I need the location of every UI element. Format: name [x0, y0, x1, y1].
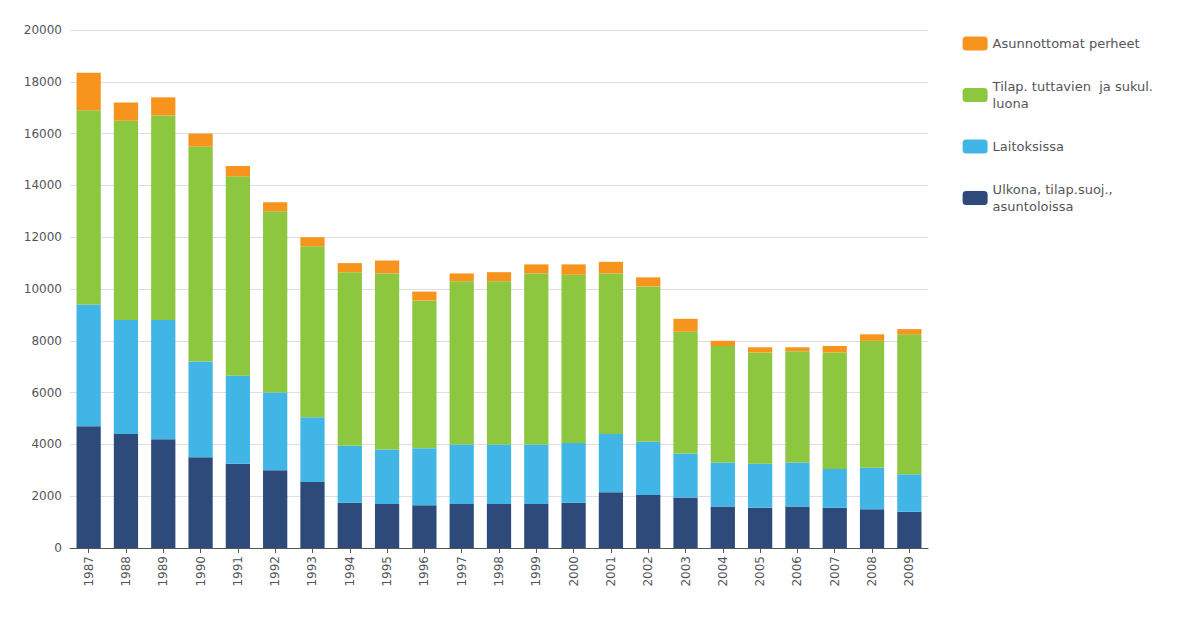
svg-text:2000: 2000 — [31, 489, 62, 503]
svg-text:14000: 14000 — [24, 178, 62, 192]
svg-text:18000: 18000 — [24, 75, 62, 89]
svg-text:16000: 16000 — [24, 127, 62, 141]
svg-text:Laitoksissa: Laitoksissa — [993, 139, 1064, 154]
svg-text:1992: 1992 — [268, 556, 282, 587]
svg-text:2007: 2007 — [828, 556, 842, 587]
svg-text:20000: 20000 — [24, 23, 62, 37]
svg-text:1995: 1995 — [380, 556, 394, 587]
svg-text:2001: 2001 — [604, 556, 618, 587]
svg-text:2006: 2006 — [790, 556, 804, 587]
svg-text:Tilap. tuttavien ja sukul.: Tilap. tuttavien ja sukul. — [992, 79, 1153, 94]
svg-text:1991: 1991 — [231, 556, 245, 587]
svg-text:8000: 8000 — [31, 334, 62, 348]
svg-text:1988: 1988 — [119, 556, 133, 587]
svg-text:luona: luona — [993, 96, 1029, 111]
svg-text:Asunnottomat perheet: Asunnottomat perheet — [993, 36, 1140, 51]
svg-text:1999: 1999 — [529, 556, 543, 587]
svg-text:12000: 12000 — [24, 230, 62, 244]
svg-text:2002: 2002 — [641, 556, 655, 587]
svg-text:2008: 2008 — [865, 556, 879, 587]
svg-text:1990: 1990 — [194, 556, 208, 587]
svg-text:2005: 2005 — [753, 556, 767, 587]
svg-text:2004: 2004 — [716, 556, 730, 587]
svg-text:6000: 6000 — [31, 386, 62, 400]
svg-text:4000: 4000 — [31, 437, 62, 451]
svg-text:asuntoloissa: asuntoloissa — [993, 199, 1074, 214]
svg-text:1993: 1993 — [305, 556, 319, 587]
svg-text:10000: 10000 — [24, 282, 62, 296]
svg-text:1989: 1989 — [156, 556, 170, 587]
svg-text:2003: 2003 — [679, 556, 693, 587]
svg-text:1994: 1994 — [343, 556, 357, 587]
svg-text:0: 0 — [54, 541, 62, 555]
svg-text:1996: 1996 — [417, 556, 431, 587]
svg-text:Ulkona, tilap.suoj.,: Ulkona, tilap.suoj., — [993, 182, 1113, 197]
svg-text:1997: 1997 — [455, 556, 469, 587]
svg-text:2000: 2000 — [567, 556, 581, 587]
svg-text:1987: 1987 — [82, 556, 96, 587]
svg-text:2009: 2009 — [902, 556, 916, 587]
svg-text:1998: 1998 — [492, 556, 506, 587]
